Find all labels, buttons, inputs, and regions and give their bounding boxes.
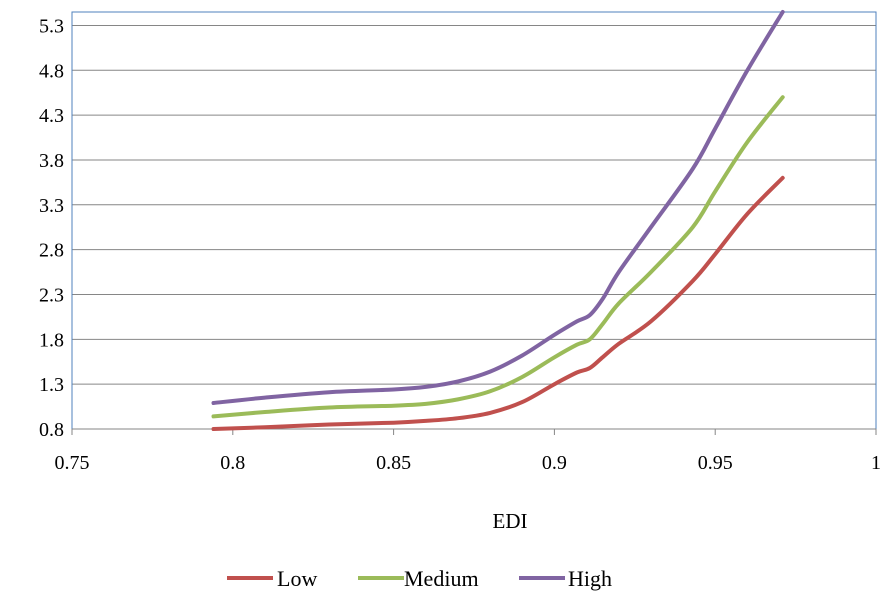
series-line-medium (211, 95, 785, 419)
series-line-high (211, 10, 785, 405)
tick-labels: 0.8 1.3 1.8 2.3 2.8 3.3 3.8 4.3 4.8 5.3 0.75 0.8 0.8… (39, 15, 881, 474)
y-tick-label: 5.3 (39, 15, 64, 37)
y-tick-label: 0.8 (39, 419, 64, 441)
gridlines (72, 24, 876, 430)
legend-label-low: Low (277, 566, 317, 591)
x-tick-label: 0.75 (55, 452, 90, 474)
y-tick-label: 3.3 (39, 195, 64, 217)
axes (71, 428, 877, 435)
legend: Low Medium High (227, 566, 612, 591)
x-tick-label: 0.95 (698, 452, 733, 474)
y-tick-label: 2.3 (39, 284, 64, 306)
x-axis-title: EDI (493, 509, 528, 533)
y-tick-label: 4.3 (39, 105, 64, 127)
legend-label-medium: Medium (404, 566, 479, 591)
y-tick-label: 1.3 (39, 374, 64, 396)
y-tick-label: 1.8 (39, 329, 64, 351)
y-tick-label: 3.8 (39, 150, 64, 172)
x-tick-label: 1 (871, 452, 881, 474)
series-line-low (211, 175, 785, 431)
y-tick-label: 2.8 (39, 240, 64, 262)
plot-area-frame (71, 11, 877, 430)
series-lines (211, 10, 785, 431)
x-tick-label: 0.85 (376, 452, 411, 474)
x-tick-label: 0.9 (542, 452, 567, 474)
x-tick-label: 0.8 (220, 452, 245, 474)
legend-label-high: High (568, 566, 612, 591)
y-tick-label: 4.8 (39, 60, 64, 82)
